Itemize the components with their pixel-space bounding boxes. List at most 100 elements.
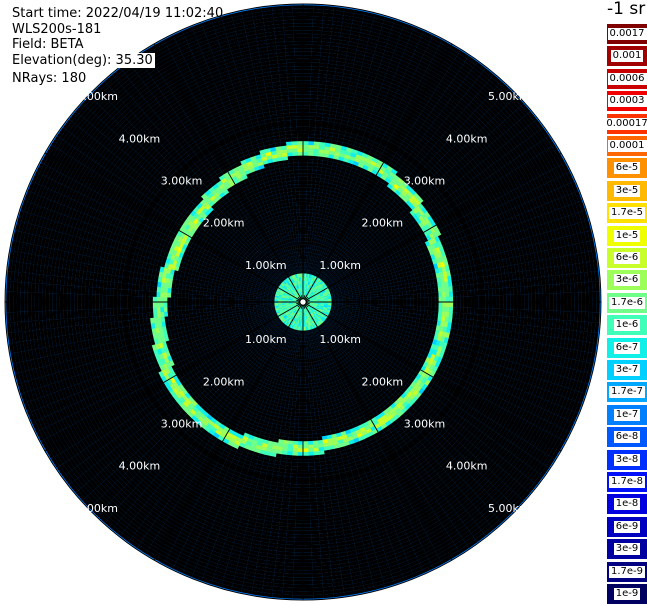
beta-cell — [567, 292, 572, 302]
beta-cell — [306, 262, 309, 267]
beta-cell — [391, 285, 396, 290]
beta-cell — [303, 212, 307, 217]
beta-cell — [316, 170, 322, 175]
beta-cell — [303, 12, 314, 17]
beta-cell — [373, 14, 385, 21]
beta-cell — [323, 13, 334, 18]
beta-cell — [328, 179, 334, 184]
beta-cell — [313, 227, 316, 232]
beta-cell — [563, 283, 568, 293]
beta-cell — [402, 309, 407, 313]
beta-cell — [356, 305, 361, 308]
beta-cell — [333, 10, 344, 16]
beta-cell — [337, 101, 346, 107]
beta-cell — [316, 174, 321, 179]
beta-cell — [305, 259, 308, 263]
beta-cell — [303, 33, 313, 38]
beta-cell — [499, 308, 504, 316]
beta-cell — [311, 263, 314, 268]
beta-cell — [315, 116, 323, 121]
beta-cell — [322, 110, 330, 115]
beta-cell — [313, 238, 317, 243]
beta-cell — [334, 118, 342, 124]
beta-cell — [305, 262, 308, 267]
beta-cell — [303, 176, 308, 181]
beta-cell — [320, 214, 325, 219]
beta-cell — [337, 104, 345, 110]
beta-cell — [303, 87, 311, 92]
beta-cell — [584, 311, 589, 322]
beta-cell — [306, 270, 308, 274]
beta-cell — [315, 228, 319, 232]
beta-cell — [556, 302, 561, 311]
beta-cell — [328, 60, 337, 65]
beta-cell — [310, 76, 319, 81]
beta-cell — [377, 291, 382, 295]
beta-cell — [524, 286, 529, 295]
beta-cell — [311, 256, 315, 261]
beta-cell — [552, 284, 557, 294]
beta-cell — [331, 198, 337, 204]
beta-cell — [344, 132, 352, 137]
beta-cell — [326, 128, 334, 133]
beta-cell — [319, 59, 329, 64]
beta-cell — [311, 220, 315, 225]
beta-cell — [303, 91, 311, 95]
beta-cell — [395, 311, 399, 316]
beta-cell — [311, 252, 314, 257]
beta-cell — [530, 277, 535, 286]
beta-cell — [309, 126, 316, 131]
beta-cell — [474, 295, 479, 302]
beta-cell — [312, 23, 323, 28]
beta-cell — [392, 295, 396, 299]
beta-cell — [313, 5, 324, 10]
beta-cell — [523, 317, 528, 326]
beta-cell — [441, 311, 446, 318]
beta-cell — [313, 249, 316, 254]
beta-cell — [323, 9, 334, 14]
beta-cell — [335, 111, 344, 117]
beta-cell — [524, 294, 529, 302]
beta-cell — [302, 144, 309, 149]
beta-cell — [410, 302, 414, 306]
beta-cell — [312, 151, 319, 157]
beta-cell — [581, 292, 586, 302]
beta-cell — [401, 284, 406, 289]
beta-cell — [303, 73, 311, 77]
beta-cell — [325, 85, 334, 90]
beta-cell — [310, 267, 313, 272]
beta-cell — [308, 248, 311, 253]
beta-cell — [467, 302, 472, 308]
beta-cell — [323, 200, 329, 205]
beta-cell — [451, 280, 456, 287]
beta-cell — [307, 169, 313, 174]
beta-cell — [338, 174, 344, 180]
beta-cell — [324, 211, 329, 217]
beta-cell — [311, 216, 315, 221]
beta-cell — [517, 294, 522, 302]
beta-cell — [305, 234, 308, 238]
beta-cell — [309, 116, 316, 121]
beta-cell — [413, 302, 418, 306]
beta-cell — [360, 297, 364, 300]
beta-cell — [441, 306, 447, 313]
beta-cell — [423, 284, 428, 290]
beta-cell — [456, 291, 461, 297]
beta-cell — [323, 215, 328, 220]
beta-cell — [303, 112, 310, 117]
beta-cell — [549, 302, 554, 311]
beta-cell — [352, 20, 363, 26]
beta-cell — [320, 199, 325, 205]
beta-cell — [415, 317, 420, 323]
beta-cell — [309, 238, 312, 242]
beta-cell — [581, 311, 586, 322]
beta-cell — [317, 88, 326, 93]
beta-cell — [563, 311, 568, 321]
beta-cell — [303, 187, 307, 192]
beta-cell — [445, 291, 450, 298]
beta-cell — [354, 93, 363, 100]
beta-cell — [474, 302, 479, 309]
beta-cell — [474, 308, 479, 315]
beta-cell — [367, 306, 371, 310]
beta-cell — [303, 123, 310, 127]
